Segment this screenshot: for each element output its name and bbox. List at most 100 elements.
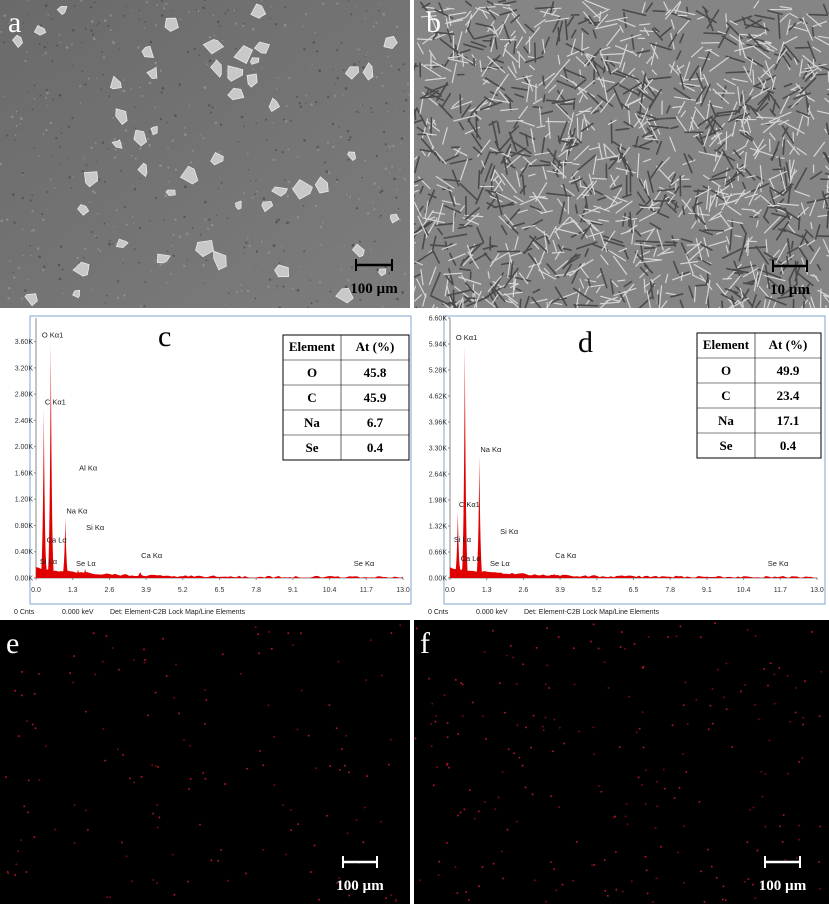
speck xyxy=(174,114,177,118)
fiber xyxy=(459,93,462,114)
fiber xyxy=(456,31,463,51)
fiber xyxy=(727,112,747,123)
speck xyxy=(382,130,386,134)
speck xyxy=(17,111,20,113)
fiber xyxy=(753,0,760,9)
speck xyxy=(206,63,208,65)
fiber xyxy=(515,36,524,49)
fiber xyxy=(726,263,742,280)
signal-dot xyxy=(259,750,261,752)
fiber xyxy=(621,8,647,17)
fiber xyxy=(649,42,672,51)
fiber xyxy=(581,27,589,35)
fiber xyxy=(741,105,747,128)
fiber xyxy=(743,151,747,169)
fiber xyxy=(743,117,749,125)
fiber xyxy=(546,192,572,197)
fiber xyxy=(482,245,496,250)
fiber xyxy=(545,299,553,308)
fiber xyxy=(417,42,424,55)
fiber xyxy=(594,23,618,30)
fiber xyxy=(631,220,636,245)
fiber xyxy=(599,46,611,52)
fiber xyxy=(421,91,438,106)
fiber xyxy=(467,251,480,269)
speck xyxy=(397,176,399,178)
fiber xyxy=(746,175,756,178)
signal-dot xyxy=(664,787,666,790)
fiber xyxy=(779,5,793,10)
speck xyxy=(107,147,110,150)
fiber xyxy=(542,165,547,180)
fiber xyxy=(558,201,566,224)
fiber xyxy=(555,260,569,272)
signal-dot xyxy=(782,814,785,816)
speck xyxy=(46,105,49,107)
fiber xyxy=(733,149,742,159)
fiber xyxy=(620,102,630,111)
fiber xyxy=(584,53,598,72)
crystal xyxy=(362,62,374,81)
fiber xyxy=(424,6,435,9)
fiber xyxy=(533,257,545,280)
fiber xyxy=(529,64,536,71)
signal-dot xyxy=(754,635,757,637)
fiber xyxy=(709,102,717,117)
fiber xyxy=(814,73,828,76)
fiber xyxy=(694,188,712,198)
speck xyxy=(278,306,282,308)
signal-dot xyxy=(684,681,687,684)
signal-dot xyxy=(291,644,294,646)
fiber xyxy=(584,248,589,258)
fiber xyxy=(778,13,789,24)
speck xyxy=(131,216,134,218)
signal-dot xyxy=(679,625,682,628)
fiber xyxy=(494,140,502,154)
speck xyxy=(389,173,391,175)
fiber xyxy=(579,266,589,279)
speck xyxy=(256,271,259,273)
fiber xyxy=(639,242,644,261)
signal-dot xyxy=(654,827,657,829)
fiber xyxy=(650,43,659,59)
fiber xyxy=(643,158,652,163)
speck xyxy=(186,259,188,261)
fiber xyxy=(780,283,798,297)
fiber xyxy=(566,46,590,57)
speck xyxy=(167,147,169,150)
signal-dot xyxy=(682,752,684,755)
fiber xyxy=(599,301,620,305)
fiber xyxy=(524,218,543,231)
fiber xyxy=(777,202,800,206)
fiber xyxy=(448,253,466,262)
y-tick-label: 1.32K xyxy=(429,524,448,531)
speck xyxy=(92,33,95,36)
signal-dot xyxy=(625,803,628,805)
fiber xyxy=(698,229,714,236)
fiber xyxy=(511,12,527,34)
fiber xyxy=(576,154,597,172)
fiber xyxy=(436,184,453,192)
speck xyxy=(113,225,115,228)
signal-dot xyxy=(603,859,606,861)
crystal xyxy=(210,151,224,166)
fiber xyxy=(804,67,819,78)
speck xyxy=(406,284,408,286)
signal-dot xyxy=(524,786,527,789)
fiber xyxy=(670,61,675,74)
fiber xyxy=(504,293,518,304)
fiber xyxy=(546,170,563,175)
speck xyxy=(166,250,169,253)
speck xyxy=(338,126,340,128)
fiber xyxy=(516,50,526,62)
signal-dot xyxy=(563,742,566,745)
fiber xyxy=(522,156,534,167)
fiber xyxy=(542,75,545,86)
crystal xyxy=(271,186,288,197)
signal-dot xyxy=(33,692,36,695)
fiber xyxy=(491,294,499,304)
crystal xyxy=(246,73,258,88)
signal-dot xyxy=(593,864,596,866)
speck xyxy=(214,121,218,125)
fiber xyxy=(566,256,580,266)
